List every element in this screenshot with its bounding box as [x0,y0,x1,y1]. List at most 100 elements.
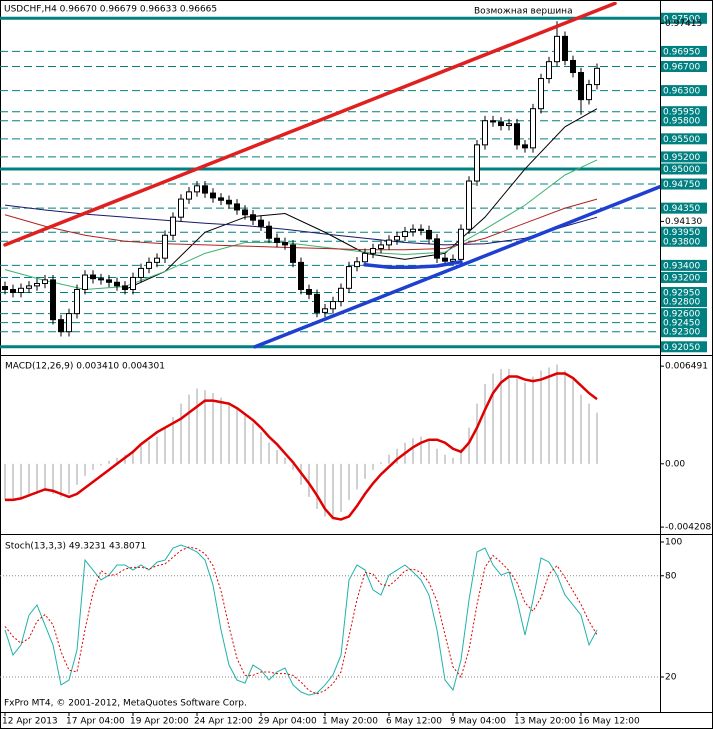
candle-body [402,231,408,237]
candle-body [298,261,304,291]
macd-bar [372,463,374,470]
price-level-box [661,308,707,320]
y-tick-label: 100 [665,538,682,548]
candle-body [426,229,432,240]
macd-bar [588,403,590,464]
macd-bar [508,369,510,464]
candle-body [570,59,576,74]
candle-body [2,285,8,291]
price-level-box [661,12,707,24]
macd-bar [140,445,142,464]
candle-body [82,274,88,291]
macd-bar [156,436,158,464]
candle-body [538,78,544,110]
copyright: FxPro MT4, © 2001-2012, MetaQuotes Softw… [4,699,247,709]
macd-bar [212,393,214,464]
candle-body [434,238,440,259]
macd-bar [108,460,110,464]
macd-bar [164,427,166,464]
macd-bar [92,463,94,470]
price-level-label: 0.95000 [663,165,700,175]
candle-body [418,228,424,231]
price-level-box [661,202,707,214]
macd-bar [52,463,54,494]
macd-bar [556,364,558,464]
price-level-box [661,106,707,118]
candle-body [490,120,496,123]
candle-body [338,287,344,303]
candle-body [442,257,448,262]
price-level-box [661,341,707,353]
price-level-box [661,163,707,175]
stoch-title: Stoch(13,3,3) 49.3231 43.8071 [5,542,146,552]
candle-body [474,144,480,182]
macd-bar [4,463,6,500]
price-level-box [661,178,707,190]
trend-line [3,2,617,247]
macd-bar [380,462,382,464]
axes: 0.97500 0.96950 0.96700 0.96300 0.959500.958… [2,12,711,727]
candle-body [66,313,72,333]
candle-body [586,84,592,101]
candle-body [42,279,48,284]
macd-title: MACD(12,26,9) 0.003410 0.004301 [5,362,165,372]
macd-bar [204,390,206,464]
candle-body [178,198,184,218]
candle-body [514,123,520,146]
moving-average [4,198,598,251]
macd-bar [116,457,118,464]
macd-bar [548,367,550,464]
candle-body [410,228,416,233]
candle-body [282,241,288,246]
candle-body [594,67,600,86]
price-level-label: 0.97500 [663,14,700,24]
macd-bar [444,454,446,464]
macd-bar [244,415,246,464]
trend-line [363,260,463,269]
macd-bar [76,463,78,485]
candle-body [26,285,32,289]
candle-body [562,35,568,61]
y-tick-label: 0.006491 [665,362,708,372]
macd-bar [84,463,86,476]
candle-body [458,228,464,260]
candle-body [170,216,176,236]
macd-bar [276,450,278,464]
candle-body [546,61,552,80]
macd-bar [292,463,294,470]
candle-body [258,219,264,227]
macd-bar [492,373,494,464]
macd-bar [436,448,438,464]
price-level-label: 0.93200 [663,273,700,283]
chart-title: USDCHF,H4 0.96670 0.96679 0.96633 0.9666… [4,5,217,15]
y-tick-label: 0.94130 [665,217,702,227]
price-level-label: 0.94350 [663,204,700,214]
main-panel [0,2,660,349]
macd-bar [180,403,182,464]
price-level-label: 0.93800 [663,237,700,247]
price-level-label: 0.95200 [663,153,700,163]
candle-body [506,123,512,127]
price-level-box [661,133,707,145]
trend-line [253,184,660,349]
candle-body [346,266,352,289]
candle-body [98,278,104,281]
candle-body [122,285,128,291]
macd-bar [100,463,102,466]
macd-bar [420,436,422,464]
price-level-label: 0.96300 [663,87,700,97]
macd-bar [348,463,350,500]
annotation: Возможная вершина [474,7,573,17]
price-level-box [661,151,707,163]
candle-body [314,293,320,313]
price-level-box [661,226,707,238]
candle-body [130,276,136,291]
candle-body [58,319,64,333]
candle-body [306,289,312,295]
candle-body [290,244,296,263]
x-tick-label: 16 May 12:00 [578,717,640,727]
candle-body [322,308,328,313]
macd-bar [252,423,254,464]
